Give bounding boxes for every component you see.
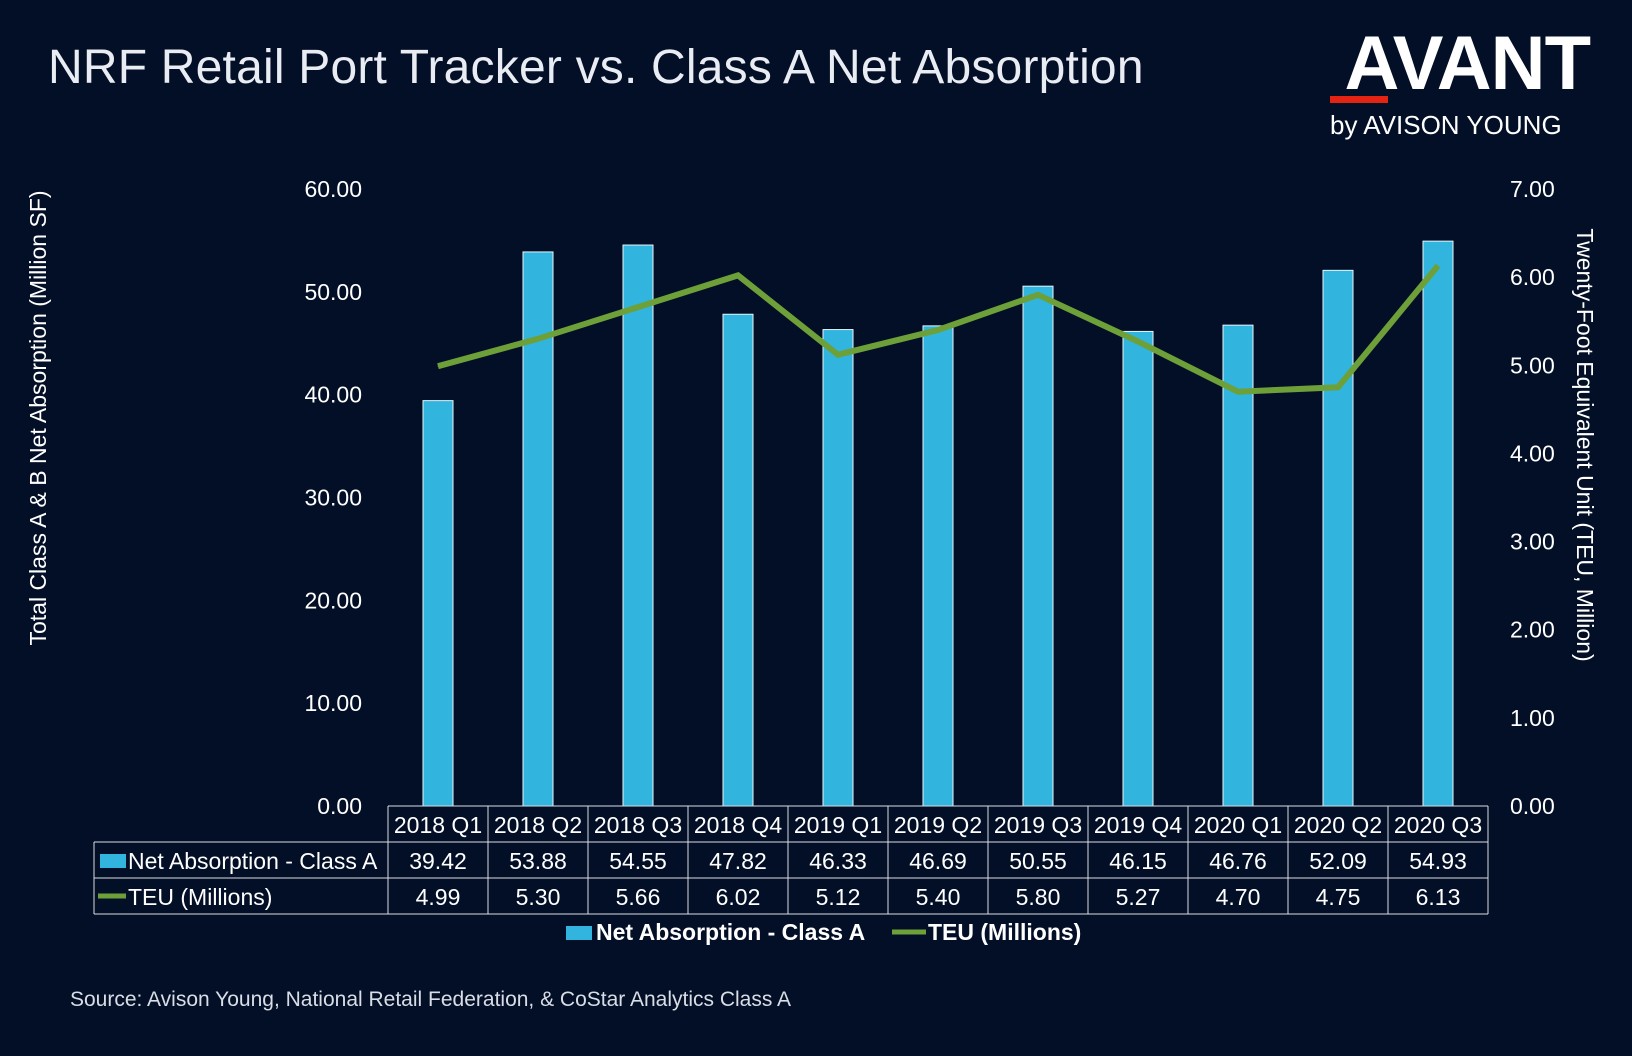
right-tick-label: 1.00: [1510, 705, 1555, 731]
line-point: [1137, 340, 1139, 342]
table-cell: 6.02: [716, 884, 761, 910]
line-point: [1337, 386, 1339, 388]
right-tick-label: 6.00: [1510, 264, 1555, 290]
line-point: [437, 365, 439, 367]
table-cell: 46.15: [1109, 848, 1167, 874]
line-point: [1437, 265, 1439, 267]
table-cell: 4.70: [1216, 884, 1261, 910]
category-label: 2019 Q2: [894, 812, 982, 838]
bar: [1022, 285, 1054, 807]
table-cell: 46.69: [909, 848, 967, 874]
table-bar-key: [100, 854, 126, 868]
bar: [422, 400, 454, 807]
table-cell: 54.93: [1409, 848, 1467, 874]
table-cell: 39.42: [409, 848, 467, 874]
bar: [622, 244, 654, 807]
legend-label: Net Absorption - Class A: [596, 919, 865, 945]
right-tick-label: 4.00: [1510, 440, 1555, 466]
right-tick-label: 0.00: [1510, 793, 1555, 819]
left-tick-label: 0.00: [317, 793, 362, 819]
line-point: [1237, 391, 1239, 393]
right-tick-label: 5.00: [1510, 352, 1555, 378]
logo-accent-bar: [1330, 96, 1388, 103]
category-label: 2018 Q3: [594, 812, 682, 838]
bar: [1422, 240, 1454, 807]
left-tick-label: 30.00: [304, 485, 362, 511]
legend-label: TEU (Millions): [928, 919, 1081, 945]
line-point: [537, 338, 539, 340]
category-label: 2018 Q1: [394, 812, 482, 838]
table-cell: 6.13: [1416, 884, 1461, 910]
right-tick-label: 3.00: [1510, 529, 1555, 555]
table-cell: 4.99: [416, 884, 461, 910]
table-cell: 5.66: [616, 884, 661, 910]
legend-bar-swatch: [566, 926, 592, 940]
category-label: 2019 Q4: [1094, 812, 1182, 838]
category-label: 2019 Q3: [994, 812, 1082, 838]
logo-subtitle: by AVISON YOUNG: [1330, 110, 1562, 140]
category-label: 2020 Q2: [1294, 812, 1382, 838]
right-tick-label: 2.00: [1510, 617, 1555, 643]
category-label: 2020 Q3: [1394, 812, 1482, 838]
table-cell: 5.30: [516, 884, 561, 910]
table-cell: 46.33: [809, 848, 867, 874]
left-tick-label: 40.00: [304, 382, 362, 408]
bar: [1122, 330, 1154, 807]
left-tick-label: 10.00: [304, 690, 362, 716]
chart-title: NRF Retail Port Tracker vs. Class A Net …: [48, 41, 1144, 94]
bar: [822, 329, 854, 807]
category-label: 2018 Q2: [494, 812, 582, 838]
category-label: 2018 Q4: [694, 812, 782, 838]
table-cell: 5.27: [1116, 884, 1161, 910]
avant-logo: AVANT by AVISON YOUNG: [1330, 21, 1591, 140]
data-table: 2018 Q1 2018 Q2 2018 Q3 2018 Q4 2019 Q1 2019 …: [93, 805, 1489, 915]
source-note: Source: Avison Young, National Retail Fe…: [70, 988, 792, 1011]
line-point: [937, 329, 939, 331]
table-cell: 5.40: [916, 884, 961, 910]
bar: [722, 313, 754, 807]
right-axis-ticks: 0.00 1.00 2.00 3.00 4.00 5.00 6.00 7.00: [1510, 176, 1555, 819]
line-point: [1037, 294, 1039, 296]
left-tick-label: 50.00: [304, 279, 362, 305]
table-row-label: Net Absorption - Class A: [128, 848, 378, 874]
logo-wordmark: AVANT: [1344, 21, 1591, 106]
table-row-label: TEU (Millions): [128, 884, 272, 910]
bar: [1322, 269, 1354, 807]
chart-legend: Net Absorption - Class A TEU (Millions): [566, 919, 1081, 945]
line-series: [437, 263, 1441, 395]
line-point: [637, 306, 639, 308]
table-cell: 47.82: [709, 848, 767, 874]
line-point: [837, 354, 839, 356]
category-label: 2019 Q1: [794, 812, 882, 838]
left-axis-ticks: 0.00 10.00 20.00 30.00 40.00 50.00 60.00: [304, 176, 362, 819]
line-point: [737, 274, 739, 276]
table-cell: 4.75: [1316, 884, 1361, 910]
left-tick-label: 60.00: [304, 176, 362, 202]
table-cell: 46.76: [1209, 848, 1267, 874]
bar: [922, 325, 954, 807]
table-cell: 5.12: [816, 884, 861, 910]
category-label: 2020 Q1: [1194, 812, 1282, 838]
table-cell: 50.55: [1009, 848, 1067, 874]
table-cell: 54.55: [609, 848, 667, 874]
bar: [1222, 324, 1254, 807]
table-cell: 52.09: [1309, 848, 1367, 874]
right-tick-label: 7.00: [1510, 176, 1555, 202]
left-tick-label: 20.00: [304, 587, 362, 613]
table-cell: 5.80: [1016, 884, 1061, 910]
table-cell: 53.88: [509, 848, 567, 874]
left-axis-label: Total Class A & B Net Absorption (Millio…: [25, 190, 51, 645]
right-axis-label: Twenty-Foot Equivalent Unit (TEU, Millio…: [1572, 228, 1598, 661]
